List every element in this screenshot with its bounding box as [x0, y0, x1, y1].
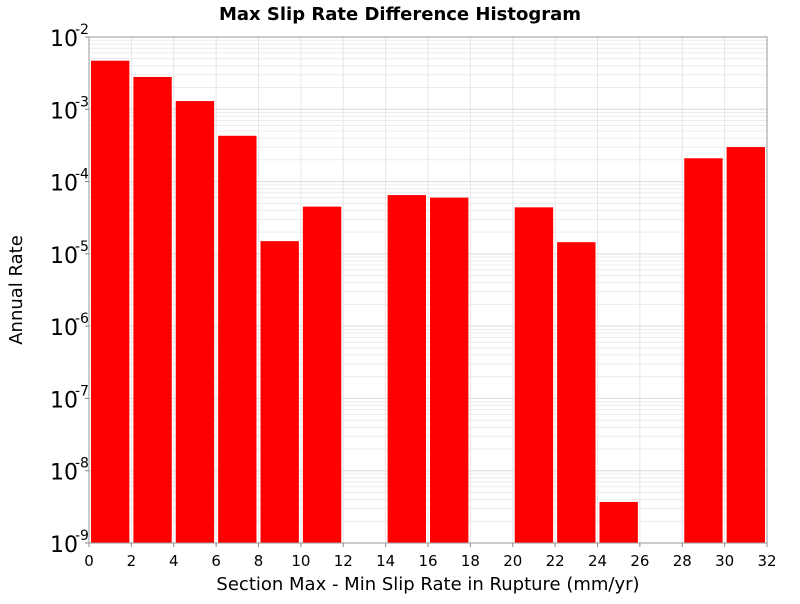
x-tick-label: 4 — [169, 552, 179, 570]
x-ticks-layer: 0 2 4 6 8 10 12 14 16 18 20 22 24 26 28 30 32 — [84, 543, 777, 570]
x-tick-label: 24 — [588, 552, 607, 570]
bars-layer — [91, 60, 765, 544]
histogram-bar — [175, 101, 215, 543]
y-tick-base: 10 — [50, 27, 78, 52]
y-tick-base: 10 — [50, 99, 78, 124]
x-tick-label: 18 — [461, 552, 480, 570]
x-tick-label: 22 — [546, 552, 565, 570]
x-tick-label: 6 — [211, 552, 221, 570]
histogram-bar — [133, 76, 172, 543]
y-ticks-layer: 10-210-310-410-510-610-710-810-9 — [50, 22, 89, 558]
histogram-bar — [91, 60, 130, 544]
histogram-bar — [726, 147, 765, 543]
histogram-bar — [684, 158, 723, 543]
y-tick-label: 10-7 — [50, 383, 89, 413]
y-tick-label: 10-8 — [50, 456, 89, 486]
y-tick-base: 10 — [50, 244, 78, 269]
y-tick-exponent: -6 — [75, 311, 89, 327]
y-tick-base: 10 — [50, 461, 78, 486]
x-tick-label: 2 — [127, 552, 137, 570]
histogram-bar — [387, 195, 426, 543]
x-tick-label: 8 — [254, 552, 264, 570]
x-tick-label: 14 — [376, 552, 395, 570]
chart-title: Max Slip Rate Difference Histogram — [219, 4, 581, 25]
histogram-bar — [430, 197, 469, 544]
y-tick-exponent: -7 — [75, 383, 89, 399]
y-tick-base: 10 — [50, 388, 78, 413]
histogram-bar — [302, 206, 342, 543]
y-tick-label: 10-5 — [50, 239, 89, 269]
y-tick-exponent: -3 — [75, 94, 89, 110]
y-tick-exponent: -9 — [75, 528, 89, 544]
y-tick-base: 10 — [50, 533, 78, 558]
y-tick-label: 10-6 — [50, 311, 89, 341]
histogram-bar — [557, 242, 596, 543]
x-tick-label: 28 — [673, 552, 692, 570]
y-tick-label: 10-9 — [50, 528, 89, 558]
y-tick-exponent: -8 — [75, 456, 89, 472]
y-tick-exponent: -2 — [75, 22, 89, 38]
y-tick-label: 10-4 — [50, 167, 89, 197]
x-tick-label: 20 — [503, 552, 522, 570]
y-tick-label: 10-2 — [50, 22, 89, 52]
histogram-bar — [599, 501, 638, 543]
y-tick-label: 10-3 — [50, 94, 89, 124]
histogram-bar — [514, 207, 554, 543]
x-tick-label: 26 — [630, 552, 649, 570]
x-tick-label: 12 — [334, 552, 353, 570]
x-tick-label: 0 — [84, 552, 94, 570]
x-tick-label: 32 — [757, 552, 776, 570]
x-tick-label: 16 — [418, 552, 437, 570]
x-axis-label: Section Max - Min Slip Rate in Rupture (… — [216, 574, 639, 595]
x-tick-label: 30 — [715, 552, 734, 570]
x-tick-label: 10 — [291, 552, 310, 570]
histogram-bar — [218, 135, 257, 544]
y-tick-exponent: -5 — [75, 239, 89, 255]
y-tick-exponent: -4 — [75, 167, 89, 183]
y-tick-base: 10 — [50, 316, 78, 341]
y-axis-label: Annual Rate — [6, 235, 27, 345]
histogram-bar — [260, 241, 299, 543]
y-tick-base: 10 — [50, 172, 78, 197]
